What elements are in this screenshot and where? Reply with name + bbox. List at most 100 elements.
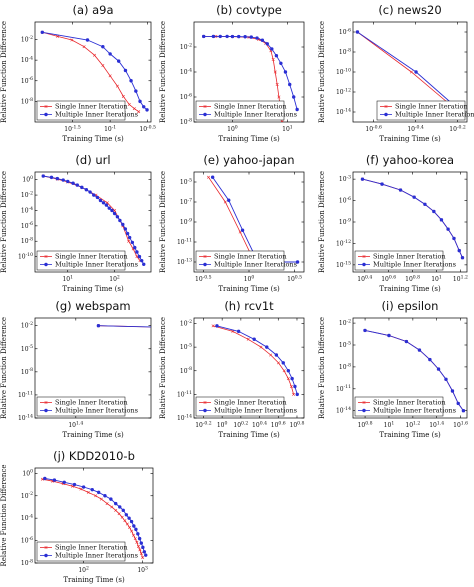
legend-label-multiple: Multiple Inner Iterations (55, 407, 139, 415)
data-point-multiple (118, 218, 122, 223)
y-tick-label: 100 (22, 175, 33, 184)
data-point-single (127, 102, 131, 106)
data-point-multiple (363, 328, 367, 333)
data-point-multiple (125, 231, 130, 236)
data-point-multiple (52, 478, 57, 482)
legend-box (195, 100, 285, 121)
legend-marker-multiple (203, 112, 207, 117)
y-tick-label: 10-5 (339, 340, 351, 349)
data-point-single (130, 529, 134, 533)
data-point-multiple (249, 35, 253, 39)
y-tick-label: 10-15 (336, 260, 351, 269)
data-point-single (273, 70, 277, 74)
x-tick-label: 100.8 (290, 420, 305, 429)
series-group (41, 174, 146, 267)
chart-title: (g) webspam (55, 299, 130, 313)
x-tick-label: 100.6 (381, 274, 396, 283)
data-point-single (131, 533, 135, 537)
series-group (363, 328, 466, 413)
x-tick-label: 101 (282, 124, 293, 133)
x-axis-label: Training Time (s) (218, 285, 280, 293)
data-point-multiple (124, 513, 129, 517)
x-tick-label: 10-0.5 (195, 274, 212, 283)
data-point-single (117, 512, 121, 516)
data-point-single (136, 544, 140, 548)
data-point-multiple (136, 532, 140, 536)
data-point-multiple (135, 250, 139, 254)
y-tick-label: 10-8 (21, 367, 33, 376)
data-point-single (413, 334, 416, 337)
y-tick-label: 10-2 (180, 319, 192, 328)
data-point-multiple (432, 209, 436, 214)
x-tick-label: 103 (137, 565, 148, 574)
legend-marker-single (384, 104, 388, 109)
data-point-multiple (96, 490, 101, 495)
x-tick-label: 10-0.4 (407, 124, 424, 133)
x-tick-label: 101 (431, 274, 442, 283)
data-point-multiple (116, 59, 121, 63)
data-point-multiple (103, 494, 107, 498)
series-line-multiple (42, 31, 148, 111)
data-point-multiple (236, 329, 241, 334)
chart-title: (d) url (75, 153, 110, 167)
data-point-multiple (101, 201, 106, 205)
data-point-multiple (290, 376, 294, 381)
data-point-multiple (84, 188, 89, 192)
legend-label-single: Single Inner Iteration (373, 253, 446, 261)
data-point-single (259, 345, 263, 349)
data-point-single (101, 64, 105, 68)
data-point-single (135, 540, 139, 544)
data-point-multiple (88, 190, 92, 194)
x-tick-label: 100.6 (271, 420, 286, 429)
y-tick-label: 10-8 (21, 97, 33, 106)
series-group (206, 175, 300, 264)
legend-label-single: Single Inner Iteration (373, 399, 446, 407)
y-tick-label: 10-4 (180, 67, 192, 76)
chart-panel-10: (j) KDD2010-b 102 103 100 10-2 10-4 10-6 10-8 Tr… (0, 449, 154, 584)
data-point-single (123, 519, 127, 523)
legend-label-multiple: Multiple Inner Iterations (55, 111, 139, 119)
data-point-multiple (137, 254, 142, 259)
data-point-single (128, 525, 132, 529)
data-point-multiple (66, 179, 70, 184)
data-point-multiple (417, 348, 422, 352)
data-point-single (114, 508, 118, 512)
y-axis-label: Relative Function Difference (159, 317, 167, 419)
data-point-multiple (129, 519, 134, 524)
legend-marker-multiple (44, 408, 48, 413)
data-point-single (137, 110, 141, 114)
y-tick-label: 10-11 (18, 390, 33, 399)
y-tick-label: 10-4 (21, 206, 33, 215)
y-tick-label: 10-8 (180, 117, 192, 126)
y-tick-label: 10-4 (21, 56, 33, 65)
data-point-multiple (134, 89, 138, 93)
data-point-multiple (456, 401, 460, 406)
data-point-multiple (412, 195, 416, 199)
legend-box (36, 250, 126, 271)
y-axis-label: Relative Function Difference (318, 317, 326, 419)
legend-marker-multiple (44, 112, 48, 117)
data-point-multiple (55, 176, 60, 181)
data-point-multiple (110, 208, 114, 213)
legend-marker-single (362, 254, 366, 259)
data-point-multiple (211, 34, 216, 39)
x-tick-label: 10-0.2 (195, 420, 212, 429)
y-tick-label: 10-5 (180, 343, 192, 352)
data-point-multiple (240, 228, 245, 232)
data-point-single (409, 70, 413, 74)
x-tick-label: 100.8 (358, 420, 373, 429)
data-point-single (113, 208, 117, 212)
data-point-multiple (80, 185, 84, 190)
x-tick-label: 101.2 (453, 274, 468, 283)
chart-panel-4: (d) url 101 102 100 10-2 10-4 10-6 10-8 10-10 Tra… (0, 153, 152, 293)
data-point-single (238, 230, 242, 234)
data-point-multiple (452, 236, 456, 241)
data-point-multiple (41, 174, 45, 178)
data-point-multiple (444, 377, 448, 382)
y-tick-label: 10-14 (18, 413, 33, 422)
y-tick-label: 10-2 (21, 321, 33, 330)
data-point-multiple (85, 38, 90, 42)
legend-label-single: Single Inner Iteration (395, 103, 468, 111)
data-point-multiple (288, 82, 292, 87)
